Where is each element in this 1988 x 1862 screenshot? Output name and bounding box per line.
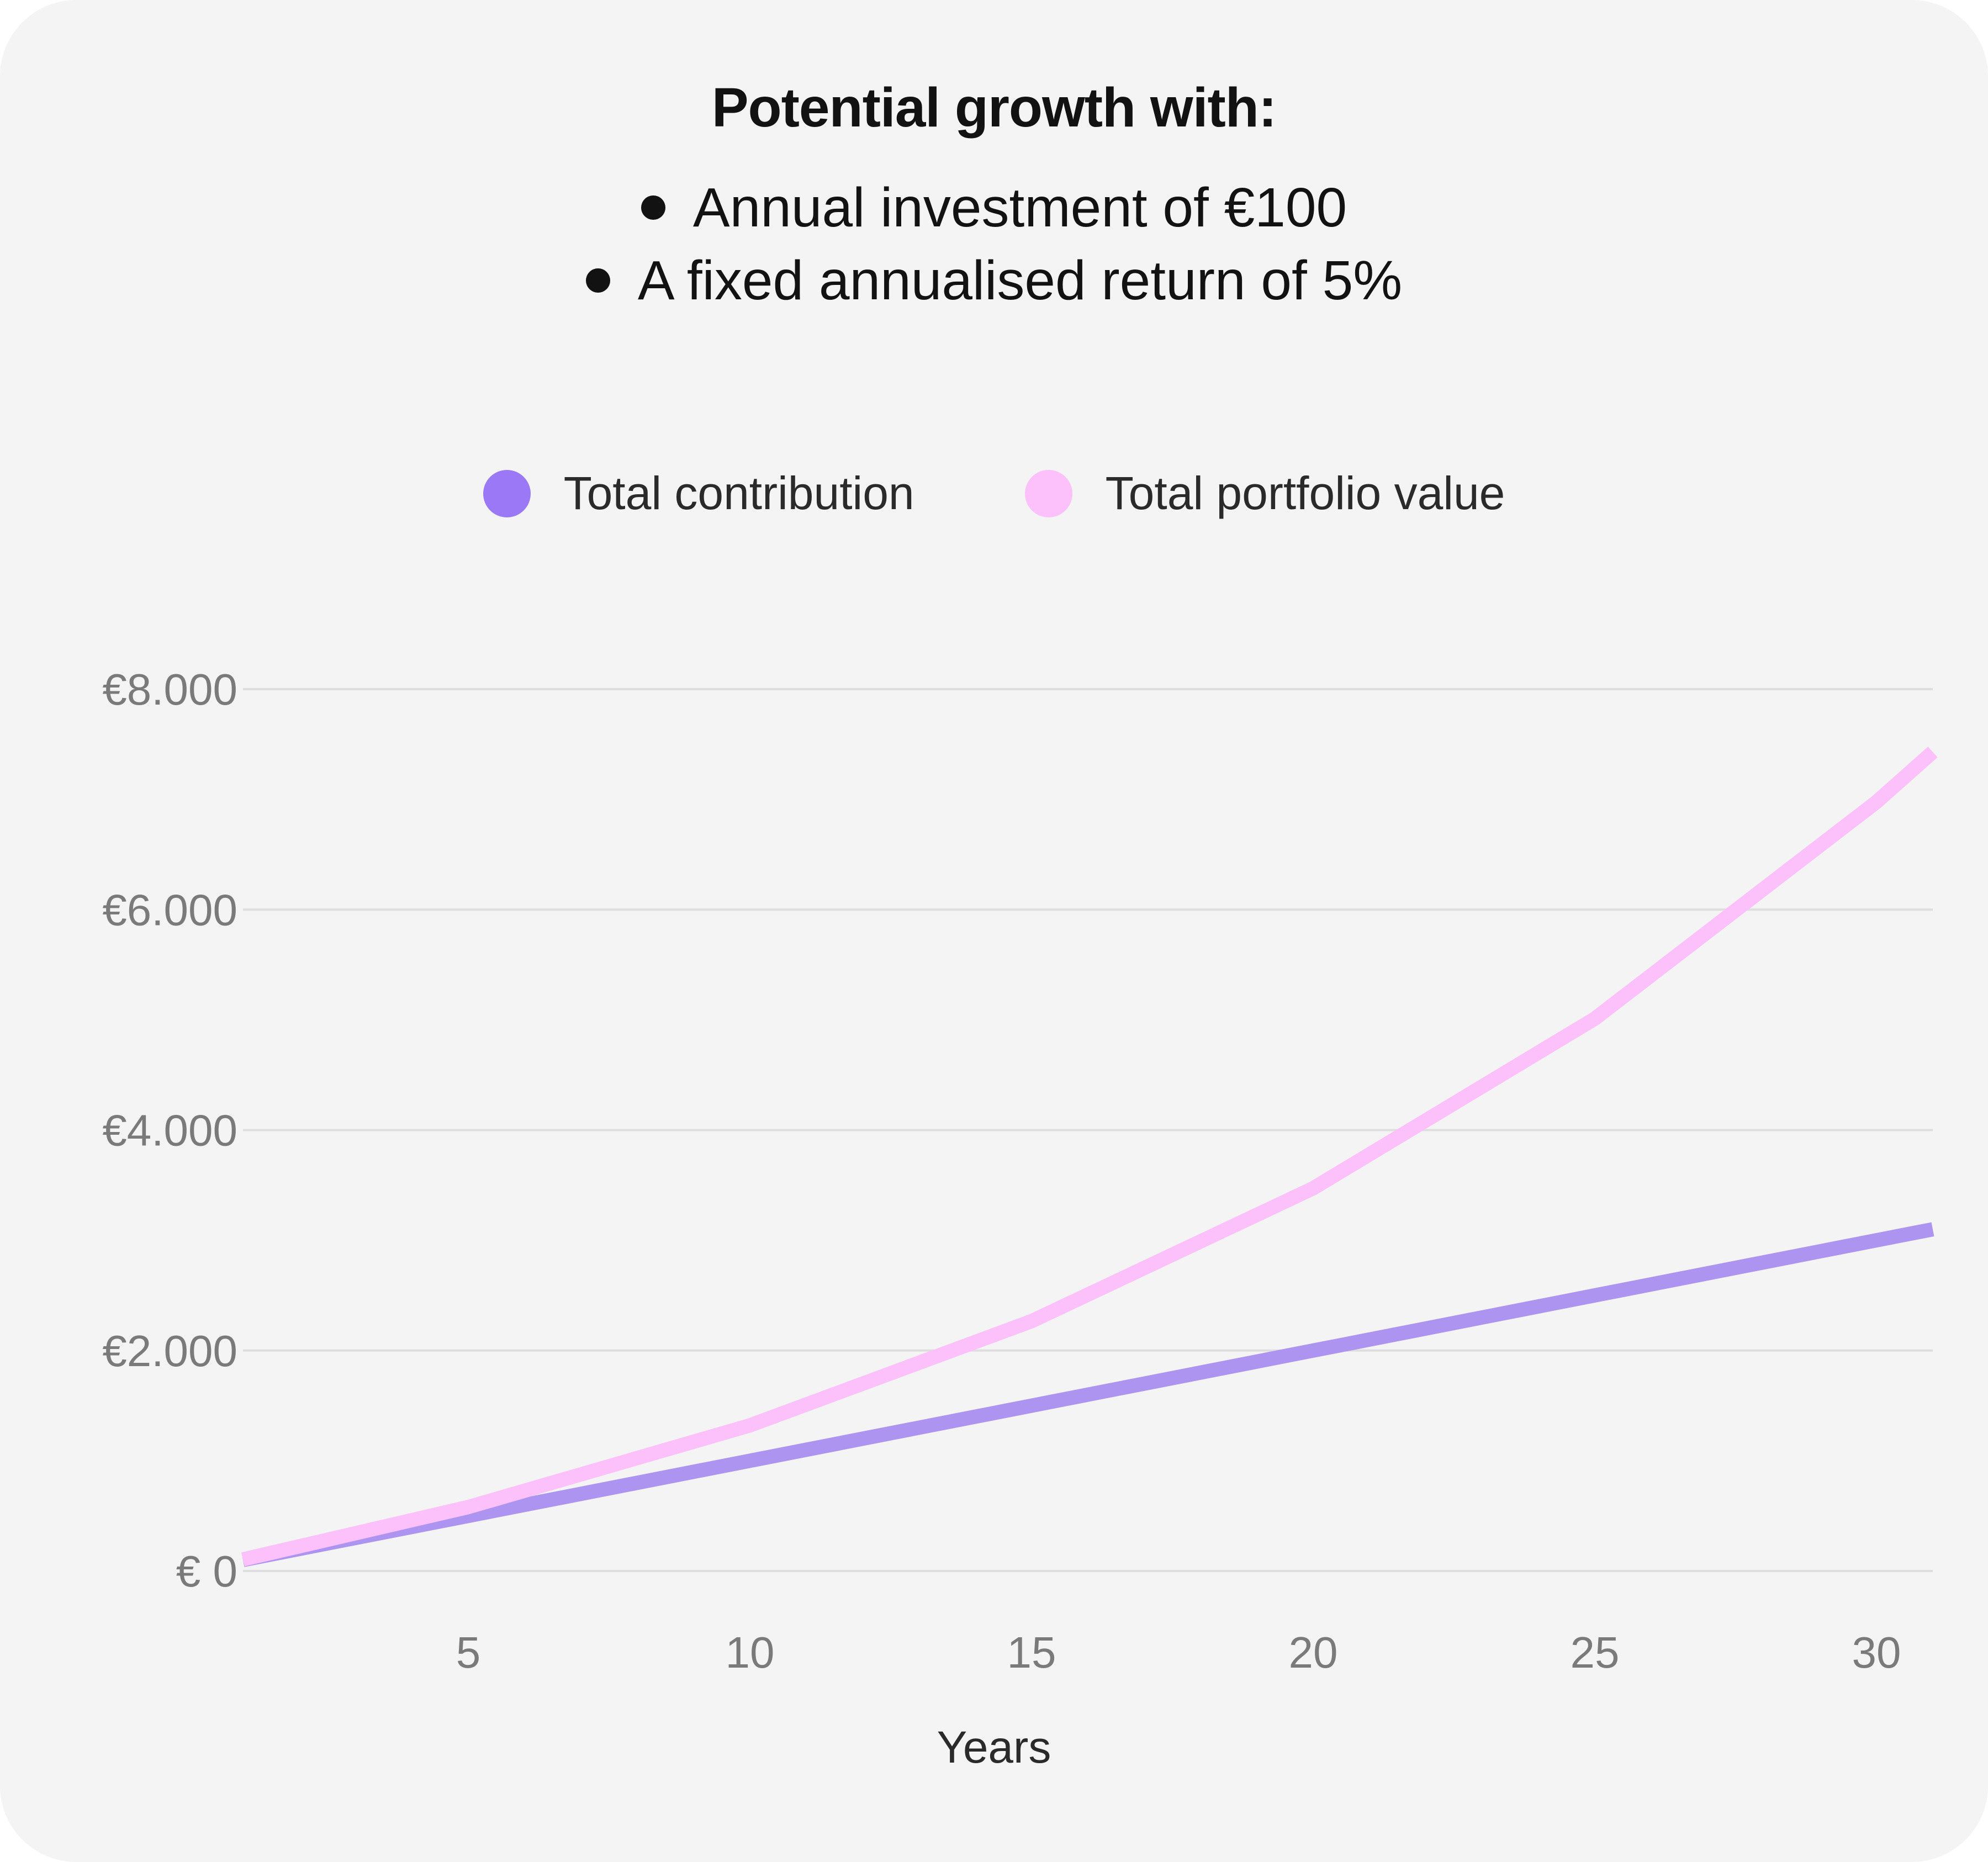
chart-title: Potential growth with: — [711, 77, 1277, 139]
legend-swatch-total-portfolio-value — [1024, 469, 1072, 517]
x-tick-label: 10 — [726, 1628, 775, 1677]
chart-subtitle-list: Annual investment of €100 A fixed annual… — [0, 171, 1988, 317]
subtitle-item-investment: Annual investment of €100 — [0, 171, 1988, 244]
subtitle-item-return: A fixed annualised return of 5% — [0, 244, 1988, 317]
y-tick-label: €2.000 — [102, 1326, 237, 1376]
legend-label-total-contribution: Total contribution — [563, 467, 914, 519]
grid-lines — [243, 688, 1933, 1572]
x-tick-label: 5 — [456, 1628, 481, 1677]
x-axis-title: Years — [937, 1722, 1051, 1773]
series-line-total-contribution — [241, 1222, 1934, 1567]
chart-legend: Total contribution Total portfolio value — [0, 467, 1988, 520]
legend-entry-total-contribution[interactable]: Total contribution — [483, 467, 914, 520]
x-tick-label: 25 — [1571, 1628, 1620, 1677]
x-tick-label: 15 — [1007, 1628, 1056, 1677]
series-line-total-portfolio-value — [241, 747, 1938, 1567]
y-tick-label: €4.000 — [102, 1106, 237, 1155]
legend-swatch-total-contribution — [483, 469, 531, 517]
legend-label-total-portfolio-value: Total portfolio value — [1105, 467, 1505, 519]
x-axis-ticks: 5 10 15 20 25 30 — [456, 1628, 1901, 1677]
x-tick-label: 20 — [1289, 1628, 1338, 1677]
x-tick-label: 30 — [1852, 1628, 1901, 1677]
y-axis-ticks: € 0 €2.000 €4.000 €6.000 €8.000 — [102, 665, 237, 1596]
y-tick-label: €6.000 — [102, 885, 237, 934]
legend-entry-total-portfolio-value[interactable]: Total portfolio value — [1024, 467, 1505, 520]
y-tick-label: €8.000 — [102, 665, 237, 714]
y-tick-label: € 0 — [176, 1547, 237, 1596]
series-lines — [241, 747, 1938, 1567]
